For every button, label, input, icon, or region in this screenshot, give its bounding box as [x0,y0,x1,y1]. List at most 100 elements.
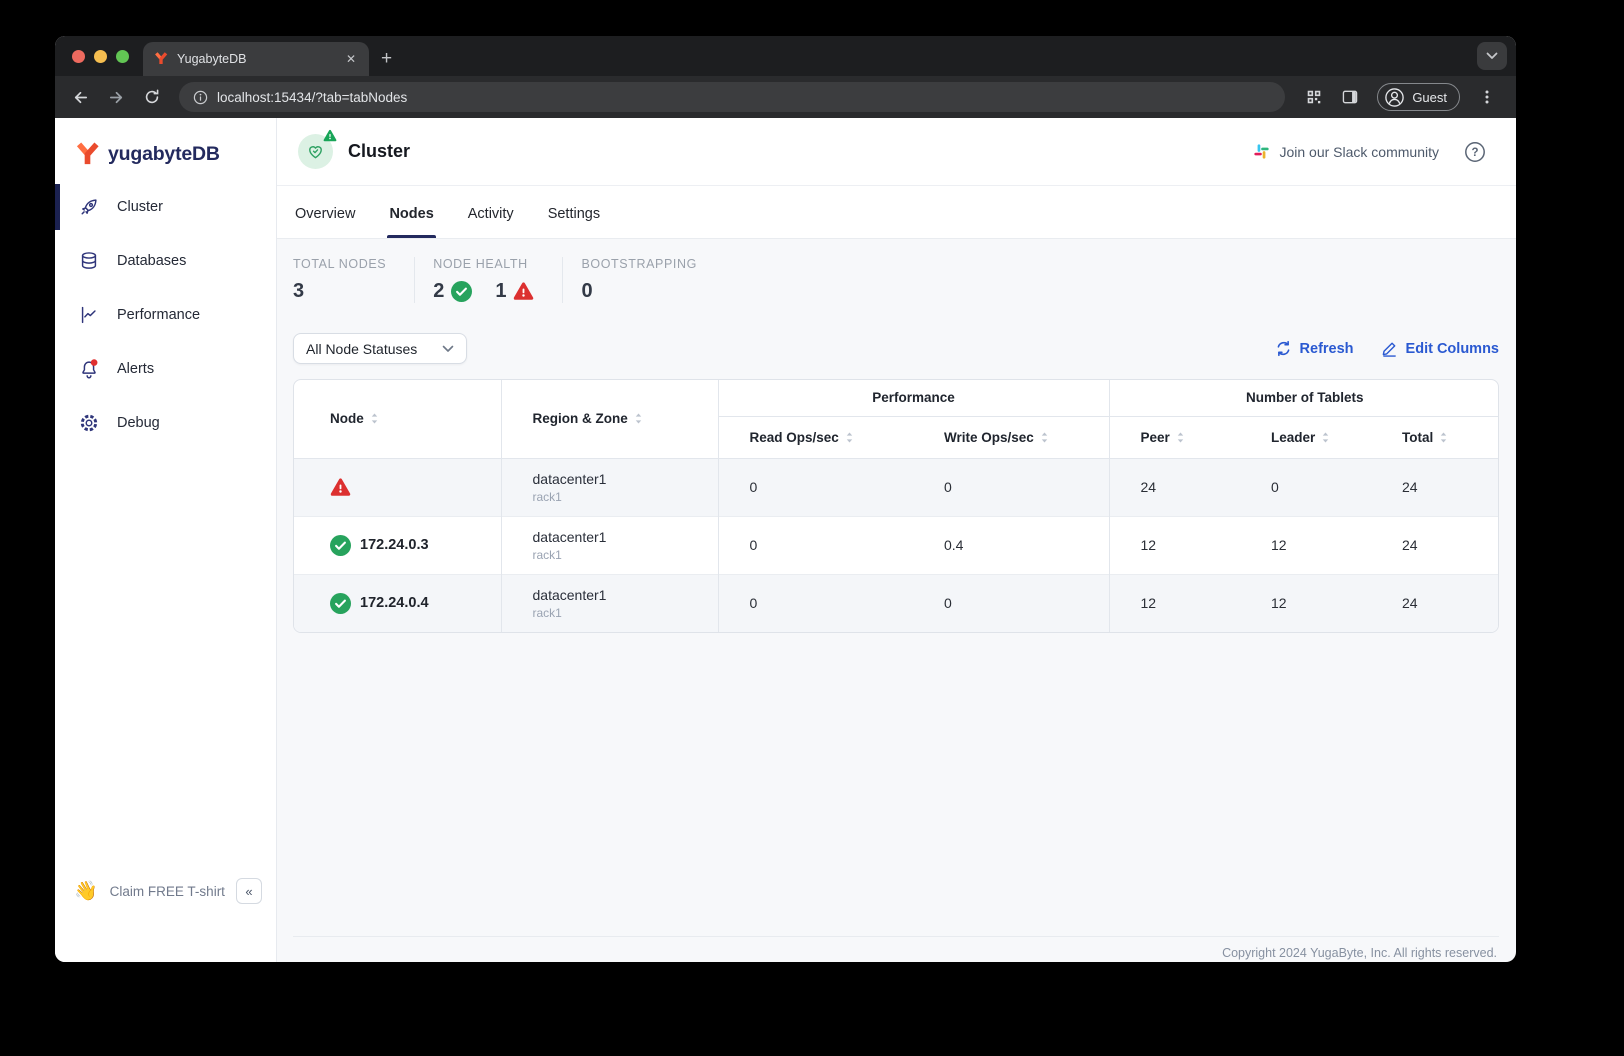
write-ops: 0.4 [913,515,1110,574]
kebab-menu-icon [1485,90,1489,104]
sidebar-item-label: Debug [117,415,160,431]
sidebar-item-alerts[interactable]: Alerts [55,342,276,396]
minimize-window-button[interactable] [94,49,107,63]
column-header-read-ops[interactable]: Read Ops/sec [717,416,913,459]
tab-activity[interactable]: Activity [467,206,514,222]
question-mark-icon: ? [1465,141,1485,162]
leader-tablets: 0 [1271,479,1279,495]
site-info-icon [193,90,208,104]
stat-node-health: NODE HEALTH 2 1 [414,257,562,303]
check-circle-icon [451,280,473,302]
peer-tablets: 24 [1108,458,1241,516]
sort-icon [371,413,377,424]
sort-icon [1323,431,1329,443]
sort-icon [846,431,853,443]
refresh-icon [1277,340,1289,357]
table-row: datacenter1 rack1 0 0 24 0 24 [294,458,1498,516]
claim-tshirt-link[interactable]: Claim FREE T-shirt [109,883,225,899]
read-ops: 0 [717,458,913,516]
sort-icon [635,413,641,424]
region: datacenter1 [532,470,607,487]
main-panel: Cluster Join our Slack community ? [277,118,1516,962]
column-header-leader[interactable]: Leader [1240,416,1372,459]
sidebar-item-cluster[interactable]: Cluster [55,180,276,234]
column-header-write-ops[interactable]: Write Ops/sec [913,416,1110,459]
node-status-select-value: All Node Statuses [306,340,418,357]
profile-button[interactable]: Guest [1377,83,1460,111]
node-name: 172.24.0.3 [360,537,429,553]
tab-settings[interactable]: Settings [547,206,601,222]
slack-link-label: Join our Slack community [1279,143,1439,160]
database-icon [78,250,100,272]
refresh-button[interactable]: Refresh [1275,340,1354,357]
slack-community-link[interactable]: Join our Slack community [1253,143,1439,160]
side-panel-button[interactable] [1335,82,1365,112]
column-header-peer[interactable]: Peer [1108,416,1241,459]
edit-columns-button[interactable]: Edit Columns [1381,340,1499,357]
new-tab-button[interactable]: + [381,48,393,69]
sidebar-footer: 👋 Claim FREE T-shirt « [55,878,276,904]
sidebar-item-debug[interactable]: Debug [55,396,276,450]
stat-label: NODE HEALTH [433,257,528,271]
browser-tabstrip: YugabyteDB ✕ + [55,36,1516,76]
stat-bootstrapping: BOOTSTRAPPING 0 [562,257,724,303]
sidebar-item-databases[interactable]: Databases [55,234,276,288]
help-button[interactable]: ? [1464,141,1486,163]
back-button[interactable] [65,82,95,112]
stat-total-nodes: TOTAL NODES 3 [293,257,414,303]
browser-window: YugabyteDB ✕ + localhost:15434/?tab=tabN… [55,36,1516,962]
sidebar: yugabyteDB Cluster [55,118,277,962]
close-window-button[interactable] [72,49,85,63]
browser-menu-button[interactable] [1472,82,1502,112]
maximize-window-button[interactable] [116,49,129,63]
collapse-sidebar-button[interactable]: « [236,878,262,904]
gear-icon [78,412,100,434]
zone: rack1 [532,489,562,504]
nodes-table: Node Region & Zone Performance Number of… [293,379,1499,633]
sidebar-item-label: Databases [117,253,187,269]
column-header-region-zone[interactable]: Region & Zone [500,380,718,459]
tab-nodes[interactable]: Nodes [387,186,437,238]
address-bar[interactable]: localhost:15434/?tab=tabNodes [179,82,1286,112]
read-ops: 0 [717,515,913,574]
yugabytedb-favicon-icon [153,51,169,67]
stat-value: 2 1 [433,279,534,303]
tab-search-button[interactable] [1477,42,1507,70]
forward-button[interactable] [101,82,131,112]
table-row: 172.24.0.4 datacenter1 rack1 0 0 12 [294,573,1498,632]
slack-icon [1254,144,1270,159]
peer-tablets: 12 [1108,573,1241,632]
cluster-tabs: Overview Nodes Activity Settings [277,186,1516,239]
cluster-health-badge [298,129,337,169]
app-body: yugabyteDB Cluster [55,118,1516,962]
stat-value: 3 [293,279,305,302]
node-name: 172.24.0.4 [360,595,429,612]
zone: rack1 [532,605,562,620]
browser-tab[interactable]: YugabyteDB ✕ [143,42,369,76]
region: datacenter1 [532,586,607,603]
write-ops: 0 [913,573,1110,632]
reload-button[interactable] [137,82,167,112]
tab-close-icon[interactable]: ✕ [345,52,356,66]
side-panel-icon [1343,90,1358,104]
column-header-total[interactable]: Total [1371,416,1498,459]
chart-icon [78,304,100,326]
window-controls [55,36,143,76]
leader-tablets: 12 [1240,515,1372,574]
pencil-icon [1382,342,1396,357]
warning-triangle-icon [513,281,534,301]
qr-code-button[interactable] [1299,82,1329,112]
alert-dot [90,359,98,366]
node-status-select[interactable]: All Node Statuses [293,333,467,364]
arrow-right-icon [109,91,122,103]
write-ops: 0 [944,479,952,495]
rocket-icon [78,196,100,218]
node-healthy-icon [330,592,351,614]
tab-overview[interactable]: Overview [295,206,356,222]
read-ops: 0 [717,573,913,632]
qr-code-icon [1308,90,1321,104]
sidebar-item-performance[interactable]: Performance [55,288,276,342]
column-header-node[interactable]: Node [294,380,501,459]
refresh-label: Refresh [1299,340,1354,357]
copyright-footer: Copyright 2024 YugaByte, Inc. All rights… [293,936,1499,962]
